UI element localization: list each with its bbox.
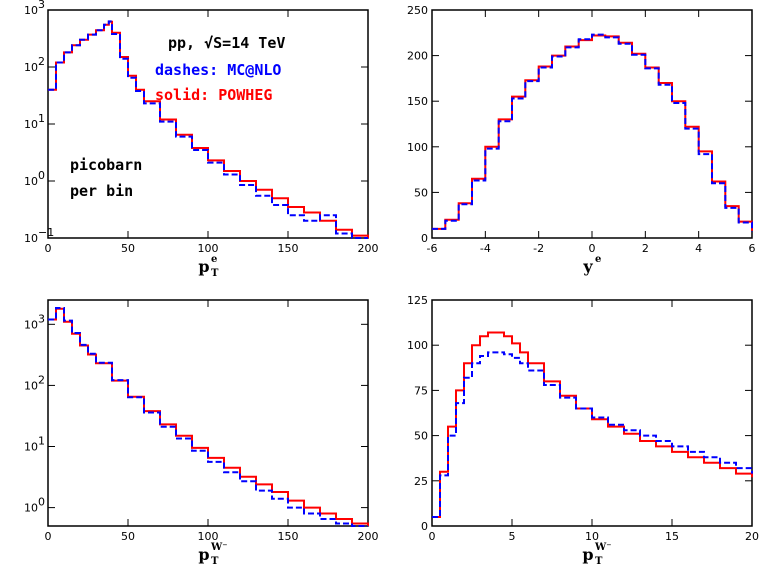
- x-tick-label: 0: [45, 530, 52, 543]
- y-tick-exponent: 1: [38, 112, 45, 125]
- series-powheg: [48, 307, 369, 526]
- x-tick-label: 100: [198, 530, 219, 543]
- y-tick-label: 75: [414, 384, 428, 397]
- x-tick-label: 2: [642, 242, 649, 255]
- y-tick-label: 10: [24, 502, 38, 515]
- y-tick-label: 0: [421, 520, 428, 533]
- x-tick-label: 150: [278, 530, 299, 543]
- y-tick-label: 10: [24, 232, 38, 245]
- x-tick-label: 5: [509, 530, 516, 543]
- plot-frame: [47, 299, 369, 527]
- y-tick-label: 150: [407, 95, 428, 108]
- annotation-mcatnlo: dashes: MC@NLO: [155, 61, 281, 79]
- x-tick-label: -6: [427, 242, 438, 255]
- x-axis-label-superscript: e: [211, 254, 217, 265]
- y-tick-exponent: 3: [38, 312, 45, 325]
- series-mcatnlo: [48, 307, 368, 527]
- series-powheg: [48, 20, 369, 238]
- y-tick-label: 50: [414, 186, 428, 199]
- x-tick-label: 50: [121, 242, 135, 255]
- series-mcatnlo: [48, 20, 368, 239]
- x-axis-label-subscript: T: [211, 556, 219, 567]
- x-axis-label: p: [198, 545, 209, 564]
- x-axis-label-subscript: T: [211, 268, 219, 279]
- x-tick-label: 200: [358, 242, 379, 255]
- x-tick-label: 10: [585, 530, 599, 543]
- panel-y-electron: -6 -4 -2 0 2 4 6 0 50 100 150 200 250 y e: [407, 4, 756, 276]
- x-tick-label: 50: [121, 530, 135, 543]
- y-tick-exponent: −1: [38, 226, 54, 239]
- y-tick-label: 200: [407, 50, 428, 63]
- x-axis-label: p: [582, 545, 593, 564]
- x-tick-label: 0: [45, 242, 52, 255]
- annotation-process: pp, √S=14 TeV: [168, 34, 285, 52]
- x-axis-label: p: [198, 257, 209, 276]
- y-tick-label: 10: [24, 175, 38, 188]
- y-tick-exponent: 0: [38, 169, 45, 182]
- x-tick-label: 0: [589, 242, 596, 255]
- y-tick-label: 100: [407, 339, 428, 352]
- x-axis-label: y: [582, 257, 593, 276]
- y-tick-label: 100: [407, 141, 428, 154]
- y-tick-exponent: 2: [38, 373, 45, 386]
- y-tick-label: 10: [24, 61, 38, 74]
- annotation-powheg: solid: POWHEG: [155, 86, 272, 104]
- y-tick-label: 10: [24, 318, 38, 331]
- y-tick-label: 10: [24, 441, 38, 454]
- y-tick-label: 50: [414, 430, 428, 443]
- y-tick-exponent: 2: [38, 55, 45, 68]
- series-mcatnlo: [432, 33, 753, 232]
- y-tick-label: 0: [421, 232, 428, 245]
- panel-pt-w-low: 0 5 10 15 20 0 25 50 75 100 125 p T W⁻: [407, 294, 759, 567]
- y-tick-label: 250: [407, 4, 428, 17]
- y-tick-label: 25: [414, 475, 428, 488]
- x-tick-label: 6: [749, 242, 756, 255]
- series-mcatnlo: [432, 351, 753, 518]
- x-tick-label: -2: [533, 242, 544, 255]
- y-tick-label: 10: [24, 118, 38, 131]
- x-axis-label-subscript: T: [595, 556, 603, 567]
- y-tick-label: 125: [407, 294, 428, 307]
- y-tick-label: 10: [24, 379, 38, 392]
- annotation-units-1: picobarn: [70, 156, 142, 174]
- x-axis-label-superscript: W⁻: [594, 542, 612, 553]
- x-tick-label: 200: [358, 530, 379, 543]
- x-tick-label: -4: [480, 242, 491, 255]
- x-tick-label: 100: [198, 242, 219, 255]
- y-tick-label: 10: [24, 4, 38, 17]
- y-tick-exponent: 0: [38, 496, 45, 509]
- x-tick-label: 150: [278, 242, 299, 255]
- y-tick-exponent: 1: [38, 435, 45, 448]
- plot-frame: [431, 9, 753, 239]
- x-axis-label-superscript: W⁻: [210, 542, 228, 553]
- x-tick-label: 4: [695, 242, 702, 255]
- x-tick-label: 15: [665, 530, 679, 543]
- series-powheg: [432, 331, 753, 518]
- y-tick-exponent: 3: [38, 0, 45, 11]
- x-tick-label: 0: [429, 530, 436, 543]
- series-powheg: [432, 34, 753, 231]
- x-tick-label: 20: [745, 530, 759, 543]
- x-axis-label-superscript: e: [595, 254, 601, 265]
- annotation-units-2: per bin: [70, 182, 133, 200]
